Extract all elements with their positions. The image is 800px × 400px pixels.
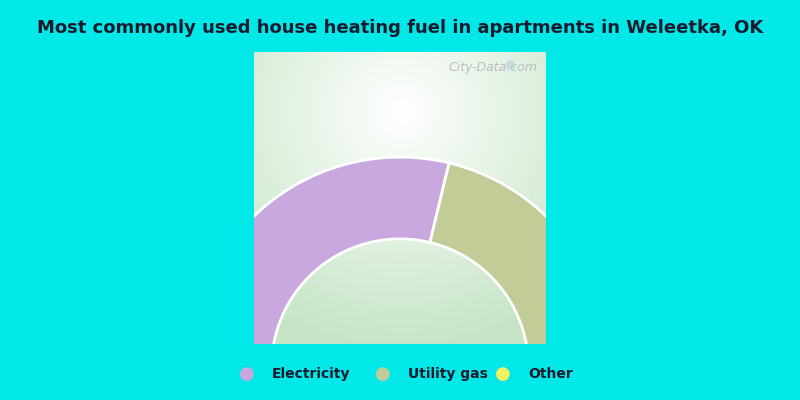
Text: City-Data.com: City-Data.com <box>448 61 538 74</box>
Text: Utility gas: Utility gas <box>408 367 488 381</box>
Text: Most commonly used house heating fuel in apartments in Weleetka, OK: Most commonly used house heating fuel in… <box>37 19 763 37</box>
Text: Other: Other <box>528 367 573 381</box>
Text: ●: ● <box>494 365 510 383</box>
Wedge shape <box>190 157 449 367</box>
Text: Electricity: Electricity <box>272 367 350 381</box>
Wedge shape <box>430 163 610 357</box>
Text: ●: ● <box>238 365 254 383</box>
Text: ⬤: ⬤ <box>505 60 515 70</box>
Wedge shape <box>528 351 610 367</box>
Text: ●: ● <box>374 365 390 383</box>
